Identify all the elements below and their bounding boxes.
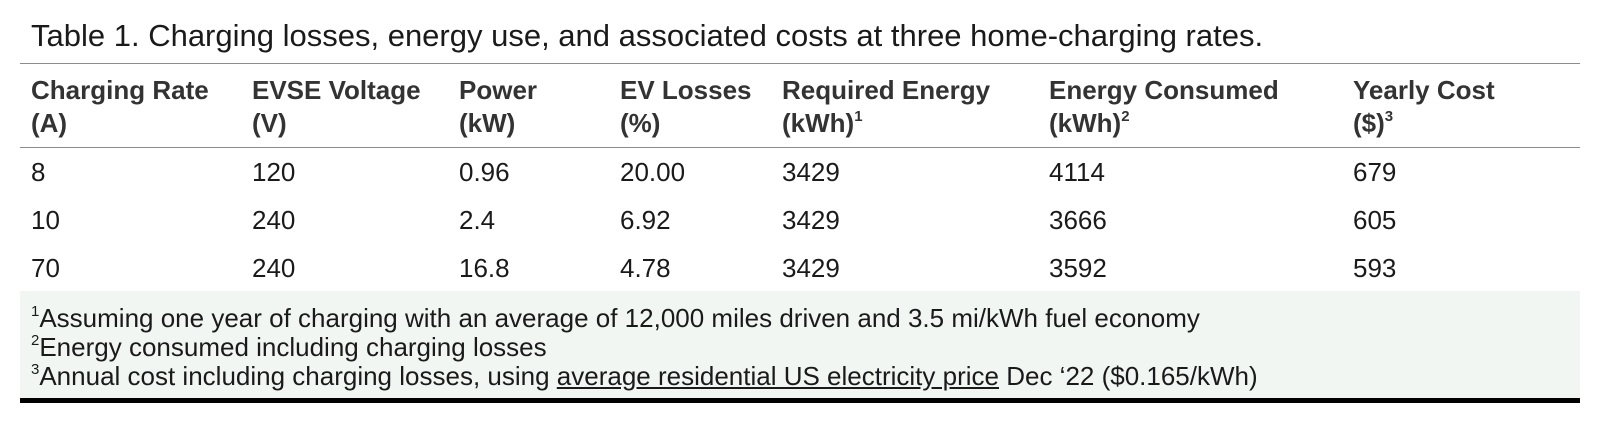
header-unit: ($)3 xyxy=(1353,108,1394,138)
footnote-ref: 2 xyxy=(1121,108,1130,125)
header-charging-rate: Charging Rate (A) xyxy=(31,74,209,140)
header-power: Power (kW) xyxy=(459,74,537,140)
cell-charging-rate: 10 xyxy=(31,205,60,235)
top-rule xyxy=(20,63,1580,64)
header-yearly-cost: Yearly Cost ($)3 xyxy=(1353,74,1495,140)
header-energy-consumed: Energy Consumed (kWh)2 xyxy=(1049,74,1279,140)
footnote-text: Assuming one year of charging with an av… xyxy=(39,303,1200,333)
header-unit: (kWh)2 xyxy=(1049,108,1130,138)
footnote-3: 3Annual cost including charging losses, … xyxy=(31,361,1258,391)
footnote-marker: 3 xyxy=(31,361,40,378)
header-evse-voltage: EVSE Voltage (V) xyxy=(252,74,421,140)
header-unit: (kWh)1 xyxy=(782,108,863,138)
footnote-2: 2Energy consumed including charging loss… xyxy=(31,332,547,362)
footnote-text: Dec ‘22 ($0.165/kWh) xyxy=(998,361,1258,391)
footnote-1: 1Assuming one year of charging with an a… xyxy=(31,303,1200,333)
header-unit: (kW) xyxy=(459,108,516,138)
cell-yearly-cost: 605 xyxy=(1353,205,1397,235)
header-label: Energy Consumed xyxy=(1049,75,1279,105)
cell-evse-voltage: 240 xyxy=(252,205,296,235)
cell-required-energy: 3429 xyxy=(782,157,840,187)
footnote-text: Energy consumed including charging losse… xyxy=(39,332,547,362)
cell-power: 2.4 xyxy=(459,205,496,235)
header-unit: (%) xyxy=(620,108,661,138)
cell-charging-rate: 70 xyxy=(31,253,60,283)
cell-charging-rate: 8 xyxy=(31,157,46,187)
header-ev-losses: EV Losses (%) xyxy=(620,74,752,140)
footnote-ref: 3 xyxy=(1384,108,1394,125)
cell-energy-consumed: 4114 xyxy=(1049,157,1105,187)
table-caption: Table 1. Charging losses, energy use, an… xyxy=(31,18,1264,53)
cell-ev-losses: 6.92 xyxy=(620,205,671,235)
header-unit: (V) xyxy=(252,108,287,138)
header-label: EVSE Voltage xyxy=(252,75,421,105)
header-label: Power xyxy=(459,75,538,105)
cell-ev-losses: 20.00 xyxy=(620,157,686,187)
footnote-text: Annual cost including charging losses, u… xyxy=(39,361,557,391)
cell-yearly-cost: 679 xyxy=(1353,157,1397,187)
header-label: Yearly Cost xyxy=(1353,75,1495,105)
header-label: EV Losses xyxy=(620,75,752,105)
header-rule xyxy=(20,147,1580,148)
cell-ev-losses: 4.78 xyxy=(620,253,671,283)
footnote-marker: 1 xyxy=(31,303,40,320)
header-unit: (A) xyxy=(31,108,68,138)
bottom-rule xyxy=(20,398,1580,403)
footnote-marker: 2 xyxy=(31,332,40,349)
electricity-price-link[interactable]: average residential US electricity price xyxy=(556,361,999,391)
cell-required-energy: 3429 xyxy=(782,205,840,235)
cell-power: 16.8 xyxy=(459,253,510,283)
cell-evse-voltage: 240 xyxy=(252,253,296,283)
footnote-ref: 1 xyxy=(854,108,863,125)
footnotes-panel: 1Assuming one year of charging with an a… xyxy=(20,291,1580,399)
cell-evse-voltage: 120 xyxy=(252,157,296,187)
header-label: Required Energy xyxy=(782,75,991,105)
header-label: Charging Rate xyxy=(31,75,209,105)
cell-energy-consumed: 3592 xyxy=(1049,253,1107,283)
cell-yearly-cost: 593 xyxy=(1353,253,1397,283)
cell-energy-consumed: 3666 xyxy=(1049,205,1107,235)
cell-power: 0.96 xyxy=(459,157,510,187)
header-required-energy: Required Energy (kWh)1 xyxy=(782,74,990,140)
cell-required-energy: 3429 xyxy=(782,253,840,283)
